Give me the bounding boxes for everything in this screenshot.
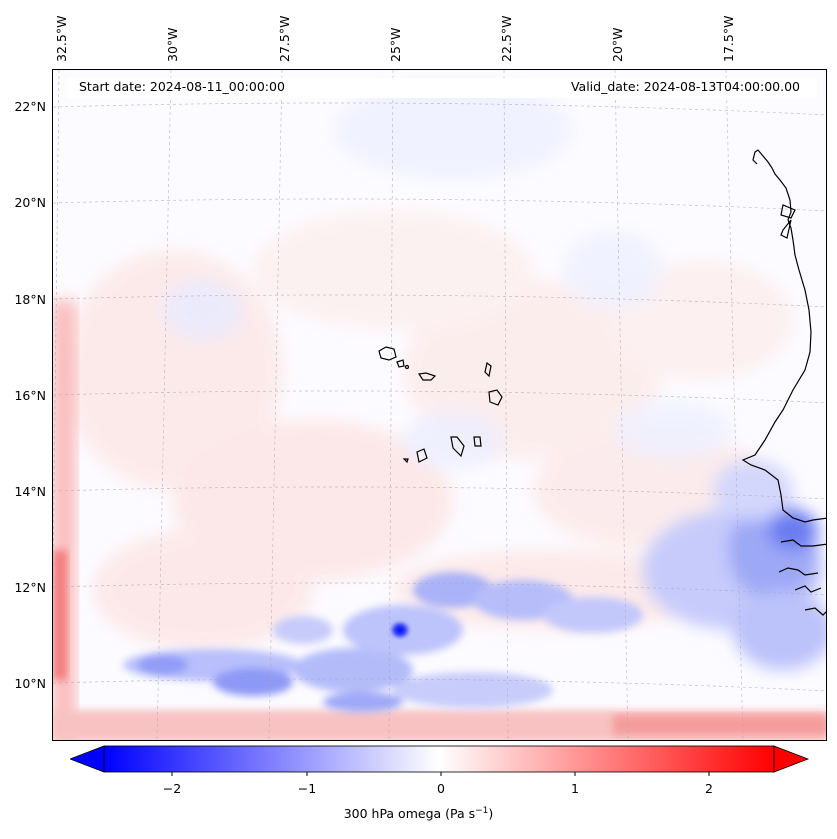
eastern-blue-region — [643, 460, 826, 670]
lon-tick-20W: 20°W — [610, 27, 625, 62]
colorbar-tick-neg2: −2 — [162, 781, 182, 796]
lon-tick-25W: 25°W — [388, 27, 403, 62]
colorbar-label-main: 300 hPa omega (Pa s — [343, 806, 476, 822]
strong-ascent-core — [392, 623, 408, 637]
lon-tick-30W: 30°W — [165, 27, 180, 62]
graticule — [53, 70, 826, 740]
lat-tick-10N: 10°N — [14, 676, 46, 691]
southern-blue-bands — [123, 572, 643, 712]
omega-field-map — [53, 70, 826, 740]
lon-tick-27.5W: 27.5°W — [277, 15, 292, 62]
colorbar-tick-1: 1 — [571, 781, 579, 796]
positive-field-patches — [63, 210, 793, 650]
colorbar-tick-neg1: −1 — [297, 781, 317, 796]
lat-tick-12N: 12°N — [14, 580, 46, 595]
colorbar-label-close: ) — [488, 806, 494, 822]
lon-tick-32.5W: 32.5°W — [54, 15, 69, 62]
lat-tick-20N: 20°N — [14, 195, 46, 210]
left-edge-strong — [53, 550, 67, 680]
colorbar-label: 300 hPa omega (Pa s−1) — [0, 806, 837, 821]
lon-tick-22.5W: 22.5°W — [499, 15, 514, 62]
bottom-right-strip — [613, 715, 826, 735]
coastline — [741, 149, 826, 616]
lat-tick-22N: 22°N — [14, 99, 46, 114]
cape-verde-islands — [378, 346, 503, 464]
map-plot-area: Start date: 2024-08-11_00:00:00 Valid_da… — [52, 69, 827, 741]
colorbar-extend-high — [773, 745, 810, 773]
colorbar-tickmarks — [171, 772, 710, 776]
start-date-label: Start date: 2024-08-11_00:00:00 — [79, 79, 285, 94]
colorbar-label-exponent: −1 — [475, 806, 489, 816]
colorbar-body — [103, 745, 775, 773]
lat-tick-16N: 16°N — [14, 388, 46, 403]
valid-date-label: Valid_date: 2024-08-13T04:00:00.00 — [570, 79, 800, 94]
colorbar-tick-2: 2 — [705, 781, 713, 796]
colorbar-extend-low — [70, 745, 105, 773]
lat-tick-14N: 14°N — [14, 484, 46, 499]
colorbar — [70, 745, 810, 776]
colorbar-tick-0: 0 — [437, 781, 445, 796]
lon-tick-17.5W: 17.5°W — [721, 15, 736, 62]
lat-tick-18N: 18°N — [14, 292, 46, 307]
negative-field-patches — [163, 80, 733, 470]
header-strip — [67, 78, 817, 98]
